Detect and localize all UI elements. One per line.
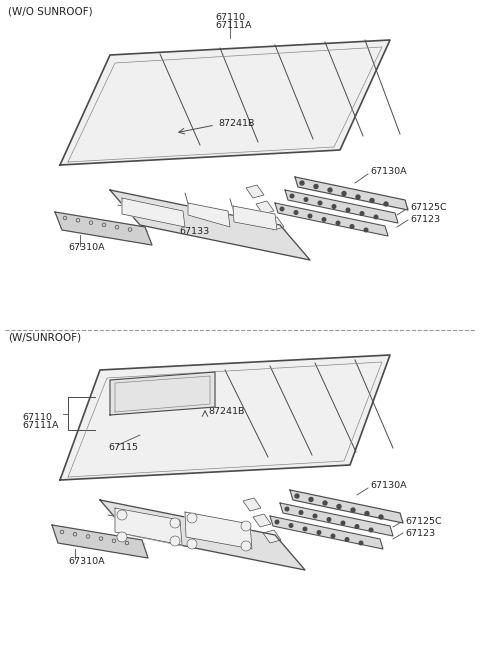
Circle shape bbox=[117, 532, 127, 542]
Polygon shape bbox=[115, 508, 182, 545]
Text: 87241B: 87241B bbox=[218, 119, 254, 128]
Circle shape bbox=[314, 185, 318, 189]
Circle shape bbox=[289, 524, 293, 527]
Circle shape bbox=[346, 208, 350, 212]
Circle shape bbox=[280, 207, 284, 211]
Circle shape bbox=[313, 514, 317, 518]
Circle shape bbox=[355, 525, 359, 529]
Text: 67110: 67110 bbox=[22, 413, 52, 422]
Circle shape bbox=[304, 198, 308, 201]
Text: 67123: 67123 bbox=[405, 529, 435, 538]
Circle shape bbox=[294, 211, 298, 214]
Text: 67110: 67110 bbox=[215, 12, 245, 22]
Circle shape bbox=[327, 517, 331, 521]
Text: 67111A: 67111A bbox=[215, 20, 252, 29]
Polygon shape bbox=[52, 525, 148, 558]
Polygon shape bbox=[285, 190, 398, 223]
Circle shape bbox=[317, 531, 321, 534]
Polygon shape bbox=[110, 190, 310, 260]
Polygon shape bbox=[60, 40, 390, 165]
Circle shape bbox=[350, 225, 354, 229]
Circle shape bbox=[187, 513, 197, 523]
Polygon shape bbox=[280, 503, 393, 536]
Circle shape bbox=[374, 215, 378, 219]
Circle shape bbox=[360, 212, 364, 215]
Text: (W/SUNROOF): (W/SUNROOF) bbox=[8, 332, 81, 342]
Text: 87241B: 87241B bbox=[208, 407, 244, 417]
Text: 67310A: 67310A bbox=[68, 557, 105, 567]
Circle shape bbox=[364, 228, 368, 232]
Text: (W/O SUNROOF): (W/O SUNROOF) bbox=[8, 7, 93, 17]
Text: 67130A: 67130A bbox=[370, 481, 407, 489]
Polygon shape bbox=[243, 498, 261, 511]
Circle shape bbox=[309, 498, 313, 502]
Circle shape bbox=[318, 201, 322, 205]
Polygon shape bbox=[266, 217, 284, 230]
Text: 67130A: 67130A bbox=[370, 166, 407, 176]
Polygon shape bbox=[55, 212, 152, 245]
Circle shape bbox=[290, 194, 294, 198]
Polygon shape bbox=[110, 372, 215, 415]
Circle shape bbox=[336, 221, 340, 225]
Circle shape bbox=[384, 202, 388, 206]
Polygon shape bbox=[188, 203, 230, 227]
Circle shape bbox=[379, 515, 383, 519]
Polygon shape bbox=[185, 512, 252, 549]
Circle shape bbox=[241, 541, 251, 551]
Text: 67111A: 67111A bbox=[22, 421, 59, 430]
Circle shape bbox=[370, 198, 374, 202]
Circle shape bbox=[345, 538, 349, 541]
Text: 67115: 67115 bbox=[108, 443, 138, 451]
Circle shape bbox=[285, 507, 289, 511]
Circle shape bbox=[341, 521, 345, 525]
Circle shape bbox=[365, 512, 369, 515]
Circle shape bbox=[308, 214, 312, 218]
Circle shape bbox=[332, 205, 336, 208]
Circle shape bbox=[351, 508, 355, 512]
Circle shape bbox=[170, 518, 180, 528]
Circle shape bbox=[300, 181, 304, 185]
Circle shape bbox=[117, 510, 127, 520]
Circle shape bbox=[275, 520, 279, 524]
Polygon shape bbox=[253, 514, 271, 527]
Polygon shape bbox=[270, 516, 383, 549]
Circle shape bbox=[369, 528, 373, 532]
Circle shape bbox=[328, 188, 332, 192]
Circle shape bbox=[337, 504, 341, 508]
Circle shape bbox=[295, 494, 299, 498]
Text: 67133: 67133 bbox=[180, 227, 210, 236]
Circle shape bbox=[299, 511, 303, 514]
Circle shape bbox=[323, 501, 327, 505]
Polygon shape bbox=[290, 490, 403, 523]
Circle shape bbox=[356, 195, 360, 199]
Polygon shape bbox=[275, 203, 388, 236]
Polygon shape bbox=[246, 185, 264, 198]
Circle shape bbox=[322, 217, 326, 221]
Circle shape bbox=[187, 539, 197, 549]
Circle shape bbox=[359, 541, 363, 545]
Circle shape bbox=[170, 536, 180, 546]
Polygon shape bbox=[263, 530, 281, 543]
Circle shape bbox=[342, 191, 346, 195]
Circle shape bbox=[241, 521, 251, 531]
Text: 67125C: 67125C bbox=[410, 204, 446, 212]
Polygon shape bbox=[122, 198, 185, 227]
Polygon shape bbox=[60, 355, 390, 480]
Text: 67123: 67123 bbox=[410, 215, 440, 225]
Polygon shape bbox=[233, 206, 277, 230]
Text: 67310A: 67310A bbox=[68, 244, 105, 252]
Text: 67125C: 67125C bbox=[405, 517, 442, 525]
Circle shape bbox=[303, 527, 307, 531]
Polygon shape bbox=[256, 201, 274, 214]
Polygon shape bbox=[295, 177, 408, 210]
Circle shape bbox=[331, 534, 335, 538]
Polygon shape bbox=[100, 500, 305, 570]
